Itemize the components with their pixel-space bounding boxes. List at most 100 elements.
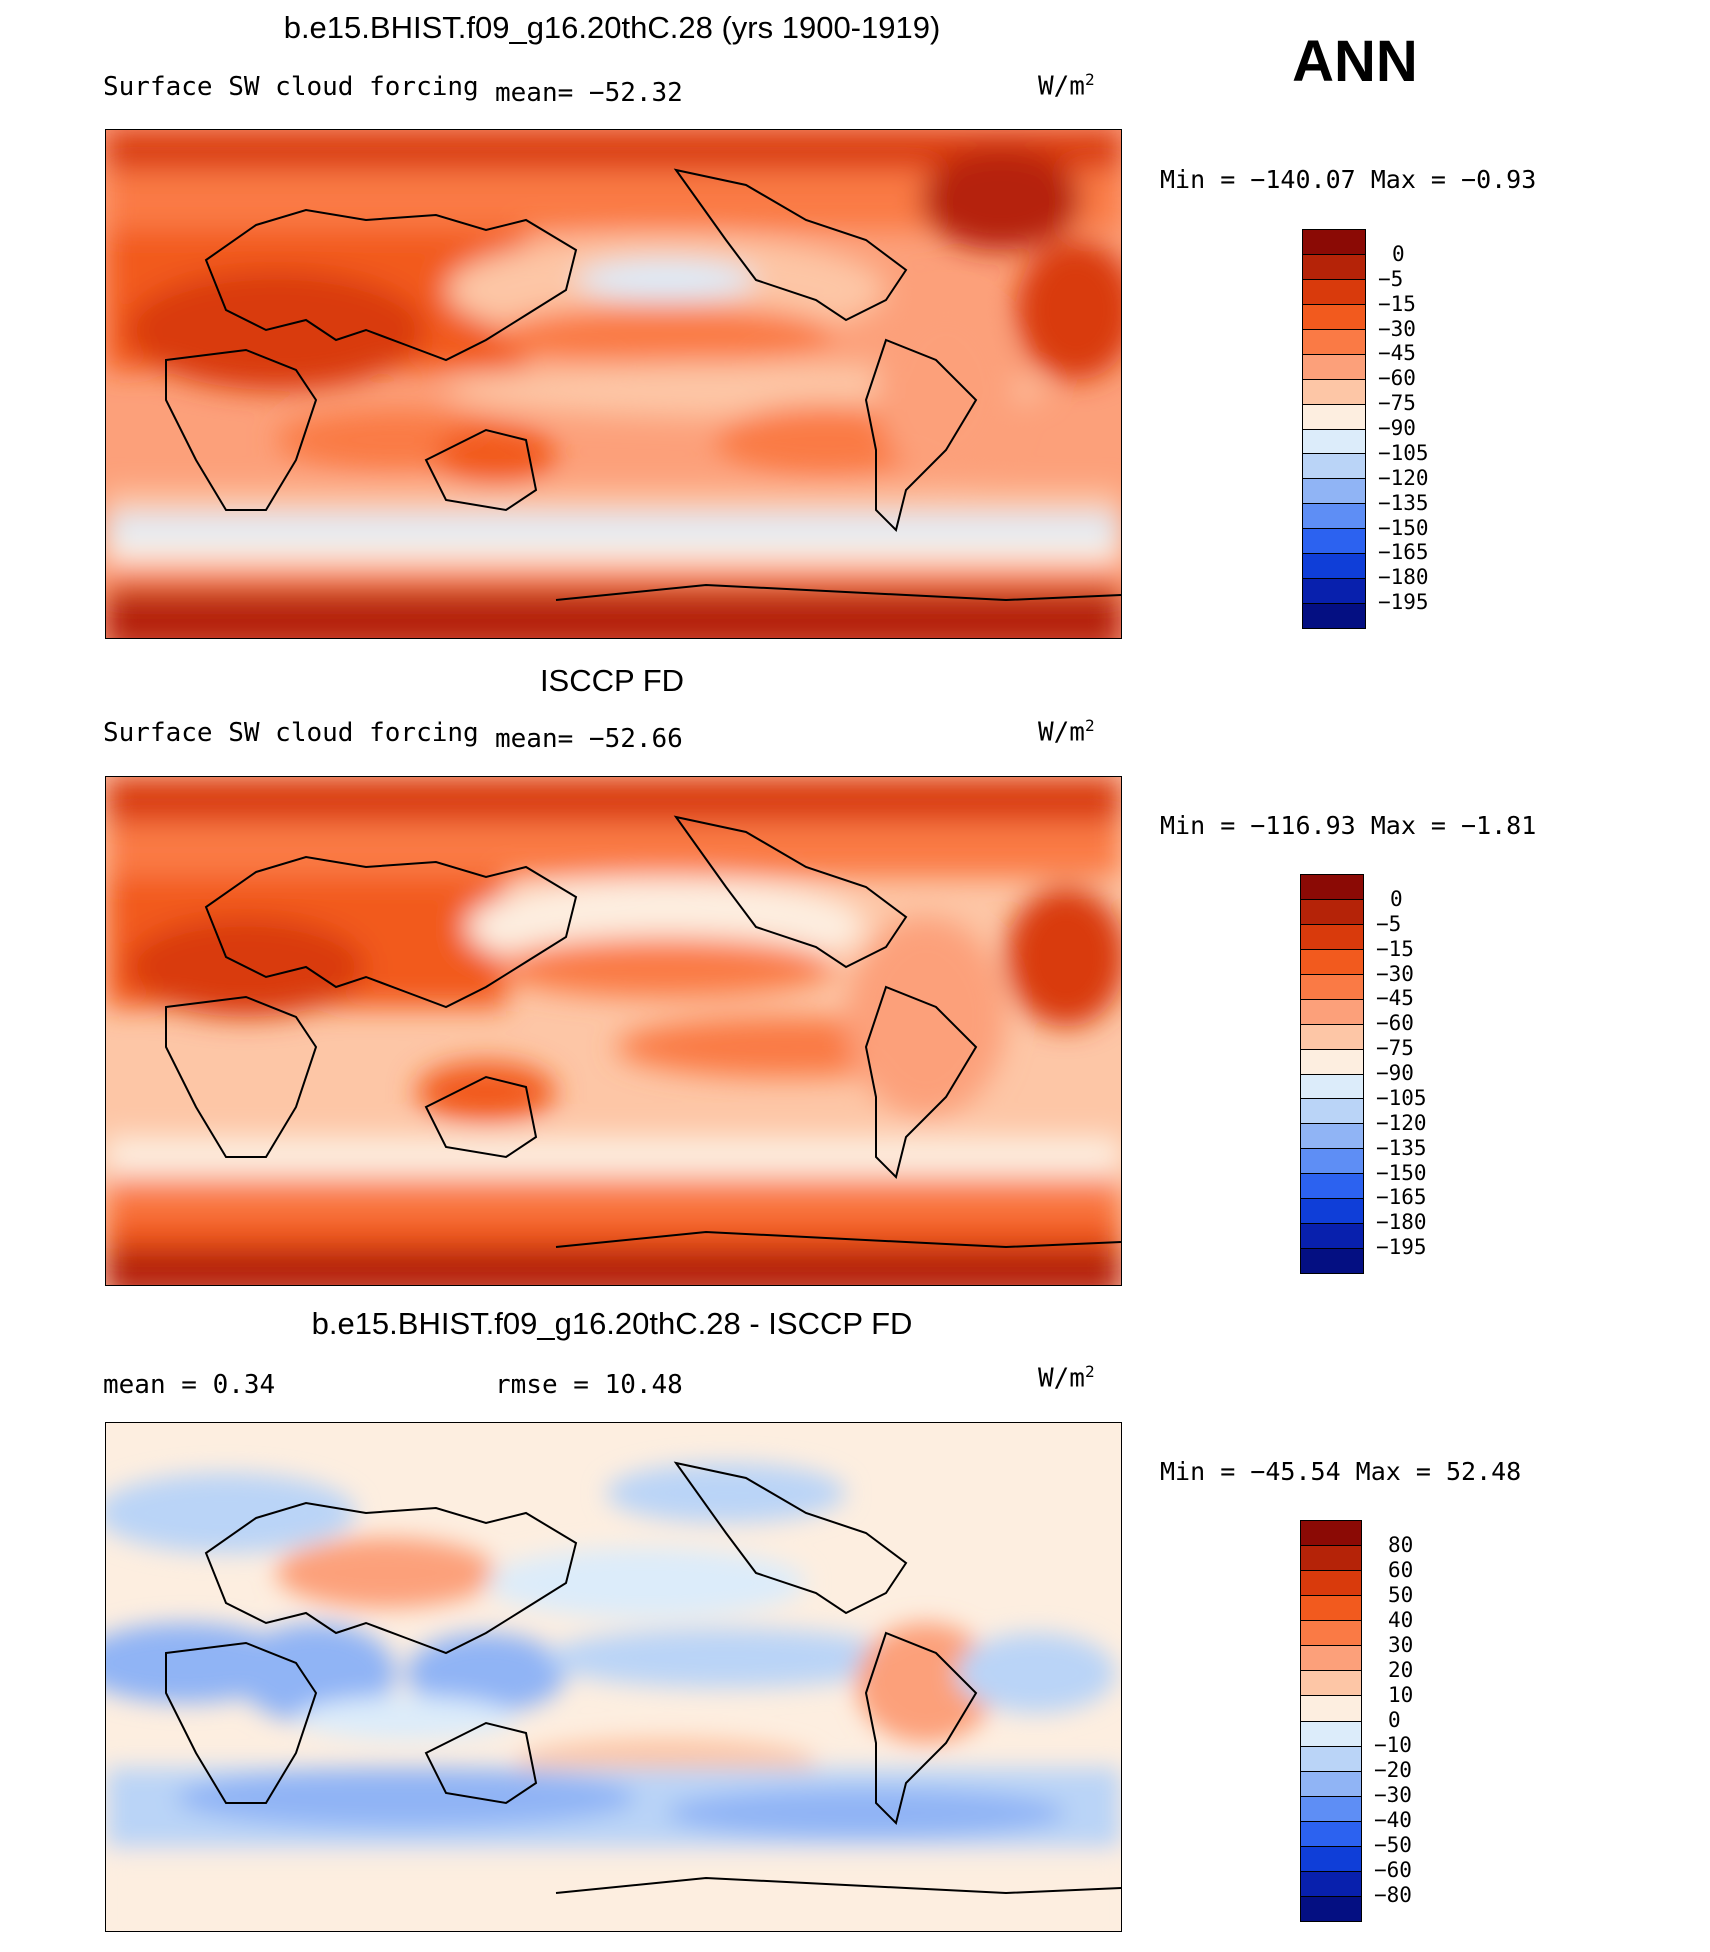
colorbar-tick-label: −5 xyxy=(1378,266,1404,291)
colorbar-tick-label: −80 xyxy=(1374,1883,1412,1907)
colorbar-swatch xyxy=(1301,1646,1361,1672)
colorbar-tick-label: −120 xyxy=(1376,1110,1427,1135)
colorbar-tick-label: −180 xyxy=(1378,565,1429,590)
colorbar-tick-label: −105 xyxy=(1376,1085,1427,1110)
colorbar-tick-label: −60 xyxy=(1376,1011,1414,1036)
colorbar-swatch xyxy=(1303,404,1365,430)
colorbar-swatch xyxy=(1303,329,1365,355)
colorbar-tick-label: −30 xyxy=(1374,1783,1412,1807)
colorbar-tick-label: −150 xyxy=(1378,515,1429,540)
colorbar-swatch xyxy=(1301,1596,1361,1622)
panel-3-colorbar xyxy=(1300,1520,1362,1922)
colorbar-swatch xyxy=(1303,354,1365,380)
colorbar-tick-label: −75 xyxy=(1378,391,1416,416)
colorbar-tick-label: −45 xyxy=(1376,986,1414,1011)
colorbar-swatch xyxy=(1301,1696,1361,1722)
colorbar-swatch xyxy=(1301,1174,1363,1200)
panel-3-units: W/m2 xyxy=(1038,1362,1095,1394)
colorbar-swatch xyxy=(1301,1821,1361,1847)
panel-1-variable: Surface SW cloud forcing xyxy=(103,72,479,102)
colorbar-swatch xyxy=(1301,999,1363,1025)
colorbar-swatch xyxy=(1303,479,1365,505)
panel-3-rmse: rmse = 10.48 xyxy=(495,1370,683,1400)
colorbar-swatch xyxy=(1301,1546,1361,1572)
colorbar-swatch xyxy=(1303,254,1365,280)
colorbar-swatch xyxy=(1303,454,1365,480)
colorbar-swatch xyxy=(1301,1846,1361,1872)
colorbar-swatch xyxy=(1301,974,1363,1000)
colorbar-swatch xyxy=(1301,899,1363,925)
colorbar-swatch xyxy=(1303,304,1365,330)
colorbar-tick-label: −15 xyxy=(1376,936,1414,961)
panel-3-mean: mean = 0.34 xyxy=(103,1370,276,1400)
colorbar-tick-label: 60 xyxy=(1388,1558,1414,1582)
colorbar-tick-label: −15 xyxy=(1378,291,1416,316)
colorbar-swatch xyxy=(1301,1049,1363,1075)
colorbar-tick-label: 0 xyxy=(1388,1708,1401,1732)
colorbar-swatch xyxy=(1301,1871,1361,1897)
panel-1-contour-field xyxy=(106,130,1121,638)
colorbar-tick-label: 30 xyxy=(1388,1633,1414,1657)
colorbar-swatch xyxy=(1301,875,1363,900)
panel-2-contour-field xyxy=(106,777,1121,1285)
colorbar-swatch xyxy=(1301,1124,1363,1150)
colorbar-tick-label: −180 xyxy=(1376,1210,1427,1235)
colorbar-swatch xyxy=(1303,230,1365,255)
panel-3-map xyxy=(105,1422,1122,1932)
colorbar-tick-label: −120 xyxy=(1378,465,1429,490)
colorbar-swatch xyxy=(1301,1746,1361,1772)
colorbar-tick-label: −20 xyxy=(1374,1758,1412,1782)
panel-3-coastlines xyxy=(165,1461,1121,1895)
colorbar-swatch xyxy=(1303,579,1365,605)
colorbar-swatch xyxy=(1301,1149,1363,1175)
panel-2-min-max: Min = −116.93 Max = −1.81 xyxy=(1160,811,1537,840)
colorbar-swatch xyxy=(1301,924,1363,950)
colorbar-tick-label: −10 xyxy=(1374,1733,1412,1757)
colorbar-tick-label: 10 xyxy=(1388,1683,1414,1707)
panel-2-units: W/m2 xyxy=(1038,716,1095,748)
colorbar-tick-label: −90 xyxy=(1378,416,1416,440)
colorbar-tick-label: 0 xyxy=(1390,886,1403,911)
colorbar-swatch xyxy=(1301,1521,1361,1547)
panel-3-min-max: Min = −45.54 Max = 52.48 xyxy=(1160,1457,1522,1486)
colorbar-tick-label: −50 xyxy=(1374,1833,1412,1857)
colorbar-tick-label: 80 xyxy=(1388,1533,1414,1557)
colorbar-tick-label: −195 xyxy=(1378,590,1429,615)
colorbar-tick-label: −150 xyxy=(1376,1160,1427,1185)
panel-2-variable: Surface SW cloud forcing xyxy=(103,718,479,748)
panel-1-title: b.e15.BHIST.f09_g16.20thC.28 (yrs 1900-1… xyxy=(283,10,941,45)
colorbar-tick-label: −60 xyxy=(1378,366,1416,391)
colorbar-swatch xyxy=(1303,279,1365,305)
season-label: ANN xyxy=(1292,29,1418,94)
colorbar-tick-label: 0 xyxy=(1392,241,1405,266)
colorbar-swatch xyxy=(1301,1896,1361,1921)
colorbar-tick-label: −165 xyxy=(1378,540,1429,565)
colorbar-swatch xyxy=(1303,379,1365,405)
panel-1-colorbar xyxy=(1302,229,1366,629)
panel-2-colorbar xyxy=(1300,874,1364,1274)
colorbar-tick-label: −40 xyxy=(1374,1808,1412,1832)
colorbar-swatch xyxy=(1301,1571,1361,1597)
colorbar-swatch xyxy=(1301,1671,1361,1697)
colorbar-swatch xyxy=(1303,504,1365,530)
panel-2-mean: mean= −52.66 xyxy=(495,724,683,754)
colorbar-swatch xyxy=(1301,949,1363,975)
panel-1-units: W/m2 xyxy=(1038,70,1095,102)
colorbar-swatch xyxy=(1301,1099,1363,1125)
colorbar-tick-label: −105 xyxy=(1378,440,1429,465)
colorbar-swatch xyxy=(1303,529,1365,555)
panel-3-contour-field xyxy=(106,1423,1121,1931)
colorbar-swatch xyxy=(1301,1249,1363,1273)
colorbar-swatch xyxy=(1301,1024,1363,1050)
panel-1-map xyxy=(105,129,1122,639)
colorbar-tick-label: −195 xyxy=(1376,1235,1427,1260)
panel-3-title: b.e15.BHIST.f09_g16.20thC.28 - ISCCP FD xyxy=(311,1306,913,1341)
colorbar-tick-label: 20 xyxy=(1388,1658,1414,1682)
panel-1-coastlines xyxy=(165,168,1121,602)
colorbar-tick-label: −30 xyxy=(1376,961,1414,986)
colorbar-tick-label: −165 xyxy=(1376,1185,1427,1210)
colorbar-tick-label: −135 xyxy=(1376,1135,1427,1160)
colorbar-tick-label: 40 xyxy=(1388,1608,1414,1632)
colorbar-swatch xyxy=(1301,1199,1363,1225)
colorbar-swatch xyxy=(1303,604,1365,628)
